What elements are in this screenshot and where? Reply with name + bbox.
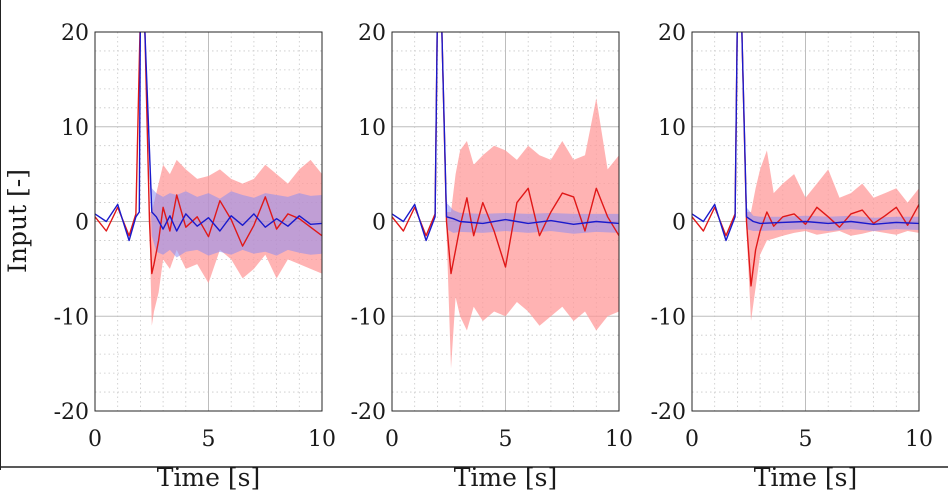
y-tick-label: 0: [75, 211, 89, 236]
x-tick-label: 5: [202, 427, 216, 452]
y-tick-label: -10: [54, 305, 89, 330]
axes-box: [691, 31, 920, 412]
plot-area: [95, 32, 322, 326]
y-tick-label: -20: [651, 400, 686, 425]
series-line-2: [95, 32, 322, 242]
y-tick-label: -10: [651, 305, 686, 330]
y-tick-label: 20: [658, 21, 686, 46]
x-tick-label: 0: [88, 427, 102, 452]
y-tick-label: -20: [351, 400, 386, 425]
x-axis-label: Time [s]: [157, 463, 260, 492]
y-tick-label: 20: [61, 21, 89, 46]
y-tick-label: -20: [54, 400, 89, 425]
confidence-band-series-2: [392, 32, 619, 241]
x-tick-label: 0: [685, 427, 699, 452]
series-line-2: [392, 32, 619, 242]
series-line-2: [692, 32, 919, 242]
y-tick-label: 0: [372, 211, 386, 236]
y-axis-label: Input [-]: [3, 169, 32, 273]
x-tick-label: 10: [308, 427, 336, 452]
plot-area: [392, 32, 619, 369]
x-tick-label: 5: [499, 427, 513, 452]
y-tick-label: 10: [61, 116, 89, 141]
confidence-band-series-2: [692, 32, 919, 241]
confidence-band-series-1: [392, 32, 619, 369]
plot-area: [692, 32, 919, 321]
x-axis-label: Time [s]: [454, 463, 557, 492]
axes-box: [391, 31, 620, 412]
x-tick-label: 0: [385, 427, 399, 452]
y-tick-label: 20: [358, 21, 386, 46]
y-tick-label: -10: [351, 305, 386, 330]
y-tick-label: 10: [358, 116, 386, 141]
y-tick-label: 0: [672, 211, 686, 236]
series-line-1: [95, 32, 322, 275]
y-tick-label: 10: [658, 116, 686, 141]
x-tick-label: 10: [605, 427, 633, 452]
x-tick-label: 5: [799, 427, 813, 452]
confidence-band-series-1: [95, 32, 322, 326]
axes-box: [94, 31, 323, 412]
x-axis-label: Time [s]: [754, 463, 857, 492]
x-tick-label: 10: [905, 427, 933, 452]
